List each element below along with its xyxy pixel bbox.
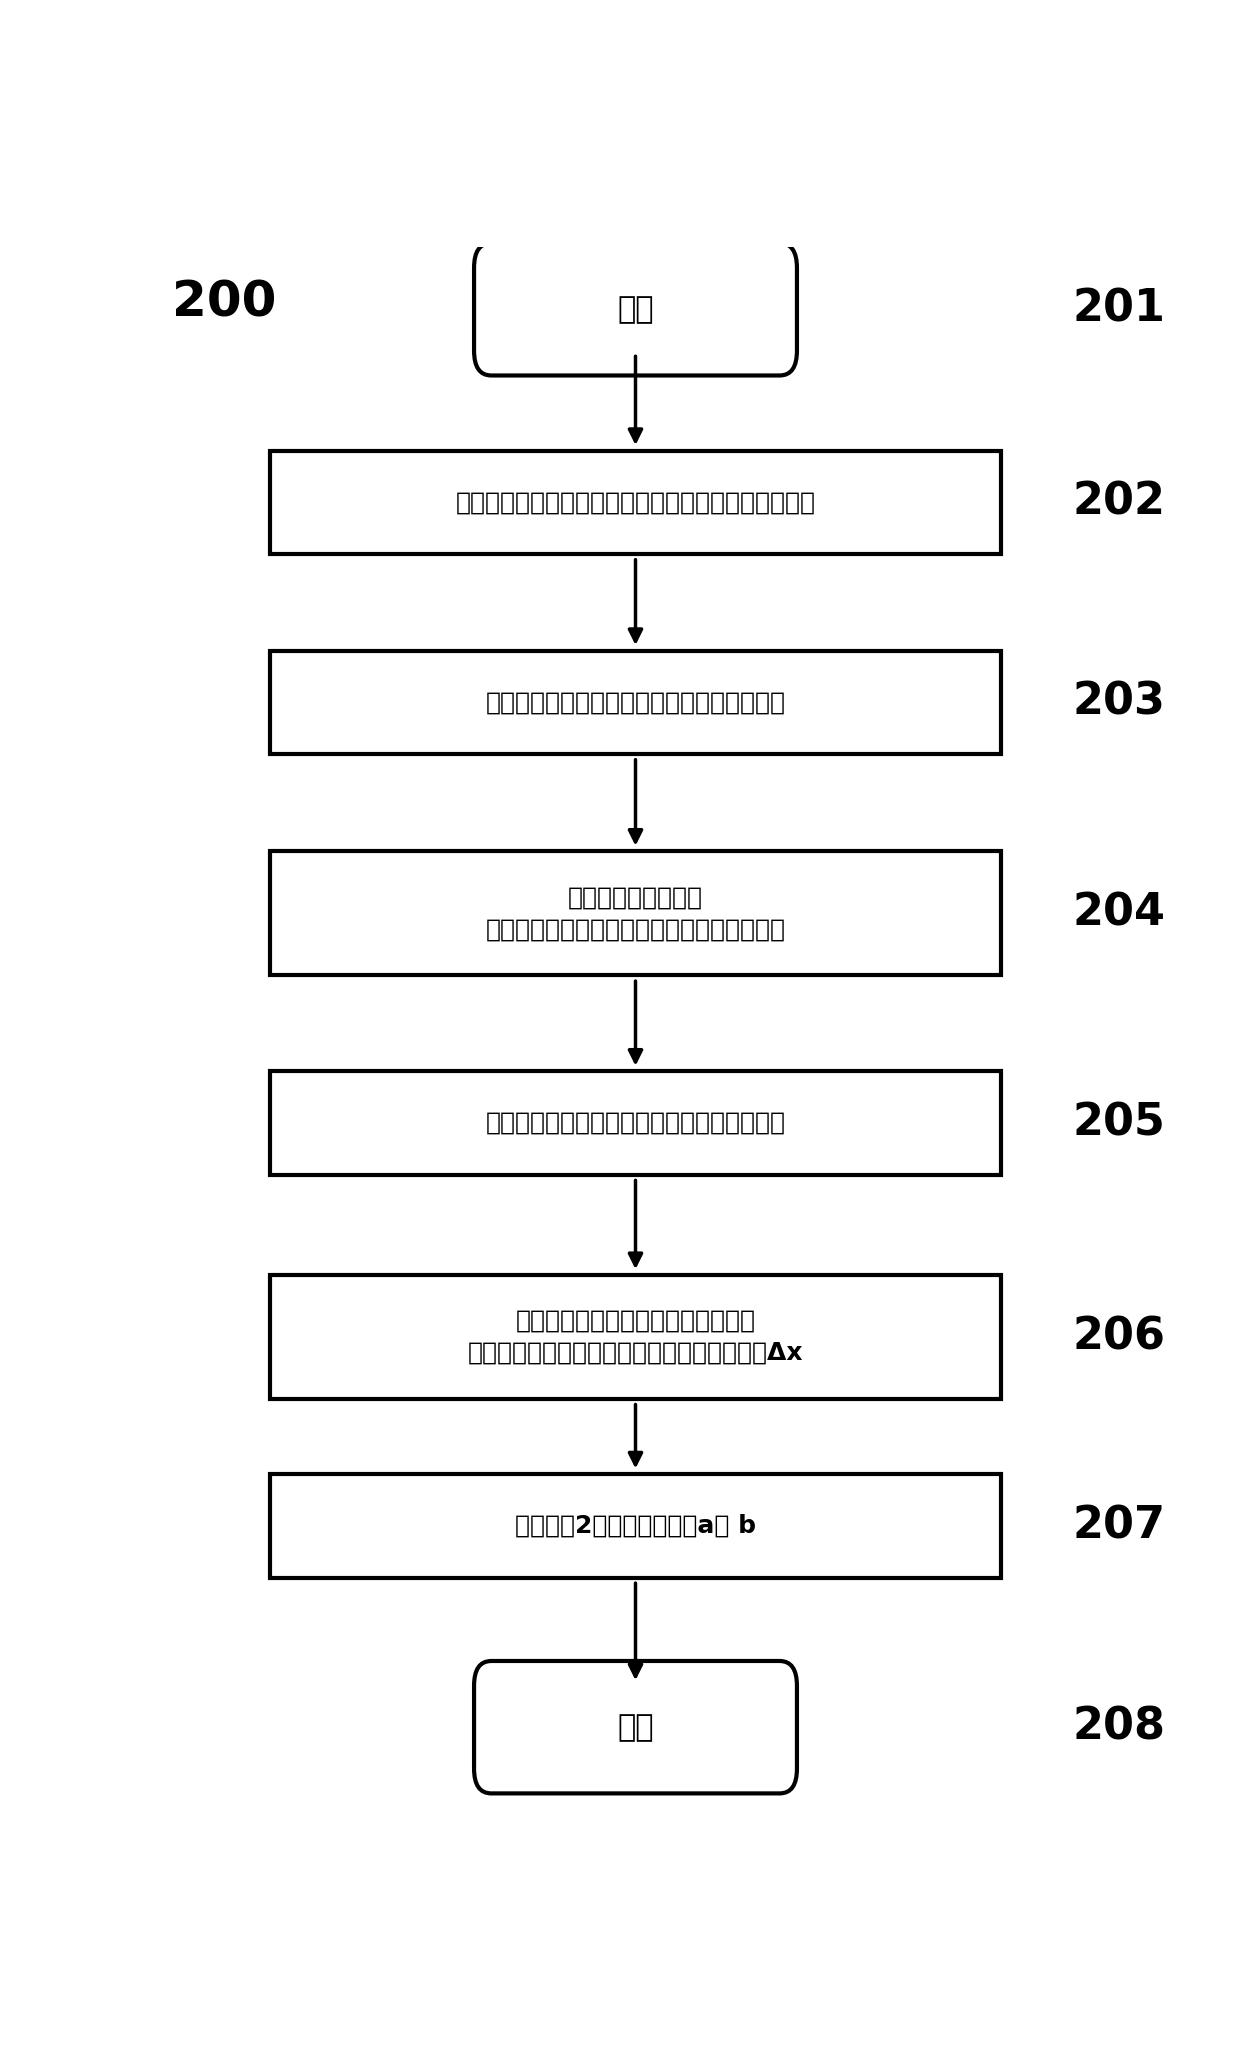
FancyBboxPatch shape [474,243,797,375]
FancyBboxPatch shape [270,1475,1001,1578]
Text: 200: 200 [172,278,277,328]
Text: 将由准直器构成的方形射野绕等中心点转动若干个角度: 将由准直器构成的方形射野绕等中心点转动若干个角度 [455,490,816,515]
Text: 计算每一个角度射野在等中心平面的
计算剂量分布与测量剂量分布之间的平移偏差Δx: 计算每一个角度射野在等中心平面的 计算剂量分布与测量剂量分布之间的平移偏差Δx [467,1308,804,1364]
Text: 208: 208 [1073,1706,1166,1749]
FancyBboxPatch shape [270,1071,1001,1174]
FancyBboxPatch shape [270,451,1001,554]
Text: 开始: 开始 [618,295,653,323]
Text: 202: 202 [1073,480,1166,523]
Text: 用需要校准的探测器
在等中心平面测量每一个角度的平面剂量分布: 用需要校准的探测器 在等中心平面测量每一个角度的平面剂量分布 [486,886,785,941]
Text: 计算每一个角度射野在等中心平面的剂量分布: 计算每一个角度射野在等中心平面的剂量分布 [486,1110,785,1135]
Text: 206: 206 [1073,1316,1166,1358]
Text: 205: 205 [1073,1102,1166,1145]
Text: 203: 203 [1073,682,1166,723]
FancyBboxPatch shape [474,1660,797,1794]
FancyBboxPatch shape [270,1275,1001,1399]
Text: 207: 207 [1073,1504,1166,1547]
FancyBboxPatch shape [270,851,1001,976]
Text: 204: 204 [1073,892,1166,935]
Text: 基于公式2来优化拟合参数a和 b: 基于公式2来优化拟合参数a和 b [515,1514,756,1539]
FancyBboxPatch shape [270,651,1001,754]
Text: 在每一个角度上照射固定机器条数的射线剂量: 在每一个角度上照射固定机器条数的射线剂量 [486,690,785,715]
Text: 结束: 结束 [618,1712,653,1741]
Text: 201: 201 [1073,288,1166,332]
